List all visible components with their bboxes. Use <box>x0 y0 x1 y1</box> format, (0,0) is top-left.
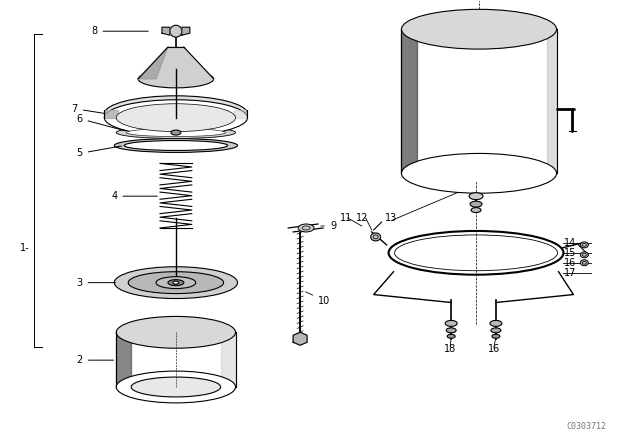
Ellipse shape <box>492 334 500 338</box>
Text: 18: 18 <box>444 344 456 354</box>
Text: 6: 6 <box>77 114 125 131</box>
Polygon shape <box>182 27 190 35</box>
Text: 17: 17 <box>563 268 576 278</box>
Ellipse shape <box>126 129 225 137</box>
Text: 9: 9 <box>321 221 336 231</box>
Polygon shape <box>293 332 307 345</box>
Ellipse shape <box>115 267 237 298</box>
Polygon shape <box>162 27 170 35</box>
Ellipse shape <box>401 154 557 193</box>
Ellipse shape <box>171 130 181 135</box>
Ellipse shape <box>116 371 236 403</box>
Ellipse shape <box>116 104 236 132</box>
Ellipse shape <box>447 334 455 338</box>
Ellipse shape <box>116 127 236 138</box>
Ellipse shape <box>445 320 457 326</box>
Text: 15: 15 <box>563 248 576 258</box>
Text: 11: 11 <box>340 213 352 223</box>
Ellipse shape <box>470 201 482 207</box>
Ellipse shape <box>173 281 179 284</box>
Ellipse shape <box>371 233 381 241</box>
Text: 10: 10 <box>306 292 330 306</box>
Ellipse shape <box>580 242 588 248</box>
Polygon shape <box>138 47 168 79</box>
Ellipse shape <box>128 271 223 293</box>
Ellipse shape <box>168 280 184 286</box>
Ellipse shape <box>401 9 557 49</box>
Text: 7: 7 <box>72 104 104 114</box>
Text: 8: 8 <box>92 26 148 36</box>
Text: 2: 2 <box>77 355 113 365</box>
Ellipse shape <box>446 328 456 333</box>
Text: 1-: 1- <box>20 243 29 253</box>
Text: 16: 16 <box>563 258 576 268</box>
Ellipse shape <box>491 328 501 333</box>
Text: 4: 4 <box>111 191 157 201</box>
Text: C0303712: C0303712 <box>566 422 607 431</box>
Text: 5: 5 <box>77 146 122 159</box>
Ellipse shape <box>156 277 196 289</box>
Text: 16: 16 <box>488 344 500 354</box>
Polygon shape <box>138 47 214 79</box>
Ellipse shape <box>115 138 237 152</box>
Text: 12: 12 <box>356 213 368 223</box>
Ellipse shape <box>580 252 588 258</box>
Ellipse shape <box>580 260 588 266</box>
Ellipse shape <box>116 316 236 348</box>
Ellipse shape <box>124 141 228 151</box>
Ellipse shape <box>131 377 221 397</box>
Text: 14: 14 <box>563 238 576 248</box>
Ellipse shape <box>104 96 248 132</box>
Ellipse shape <box>490 320 502 326</box>
Ellipse shape <box>170 25 182 37</box>
Ellipse shape <box>138 70 214 88</box>
Text: 13: 13 <box>385 213 397 223</box>
Ellipse shape <box>104 100 248 136</box>
Ellipse shape <box>298 224 314 232</box>
Text: 3: 3 <box>77 278 115 288</box>
Ellipse shape <box>469 193 483 200</box>
Ellipse shape <box>471 207 481 212</box>
